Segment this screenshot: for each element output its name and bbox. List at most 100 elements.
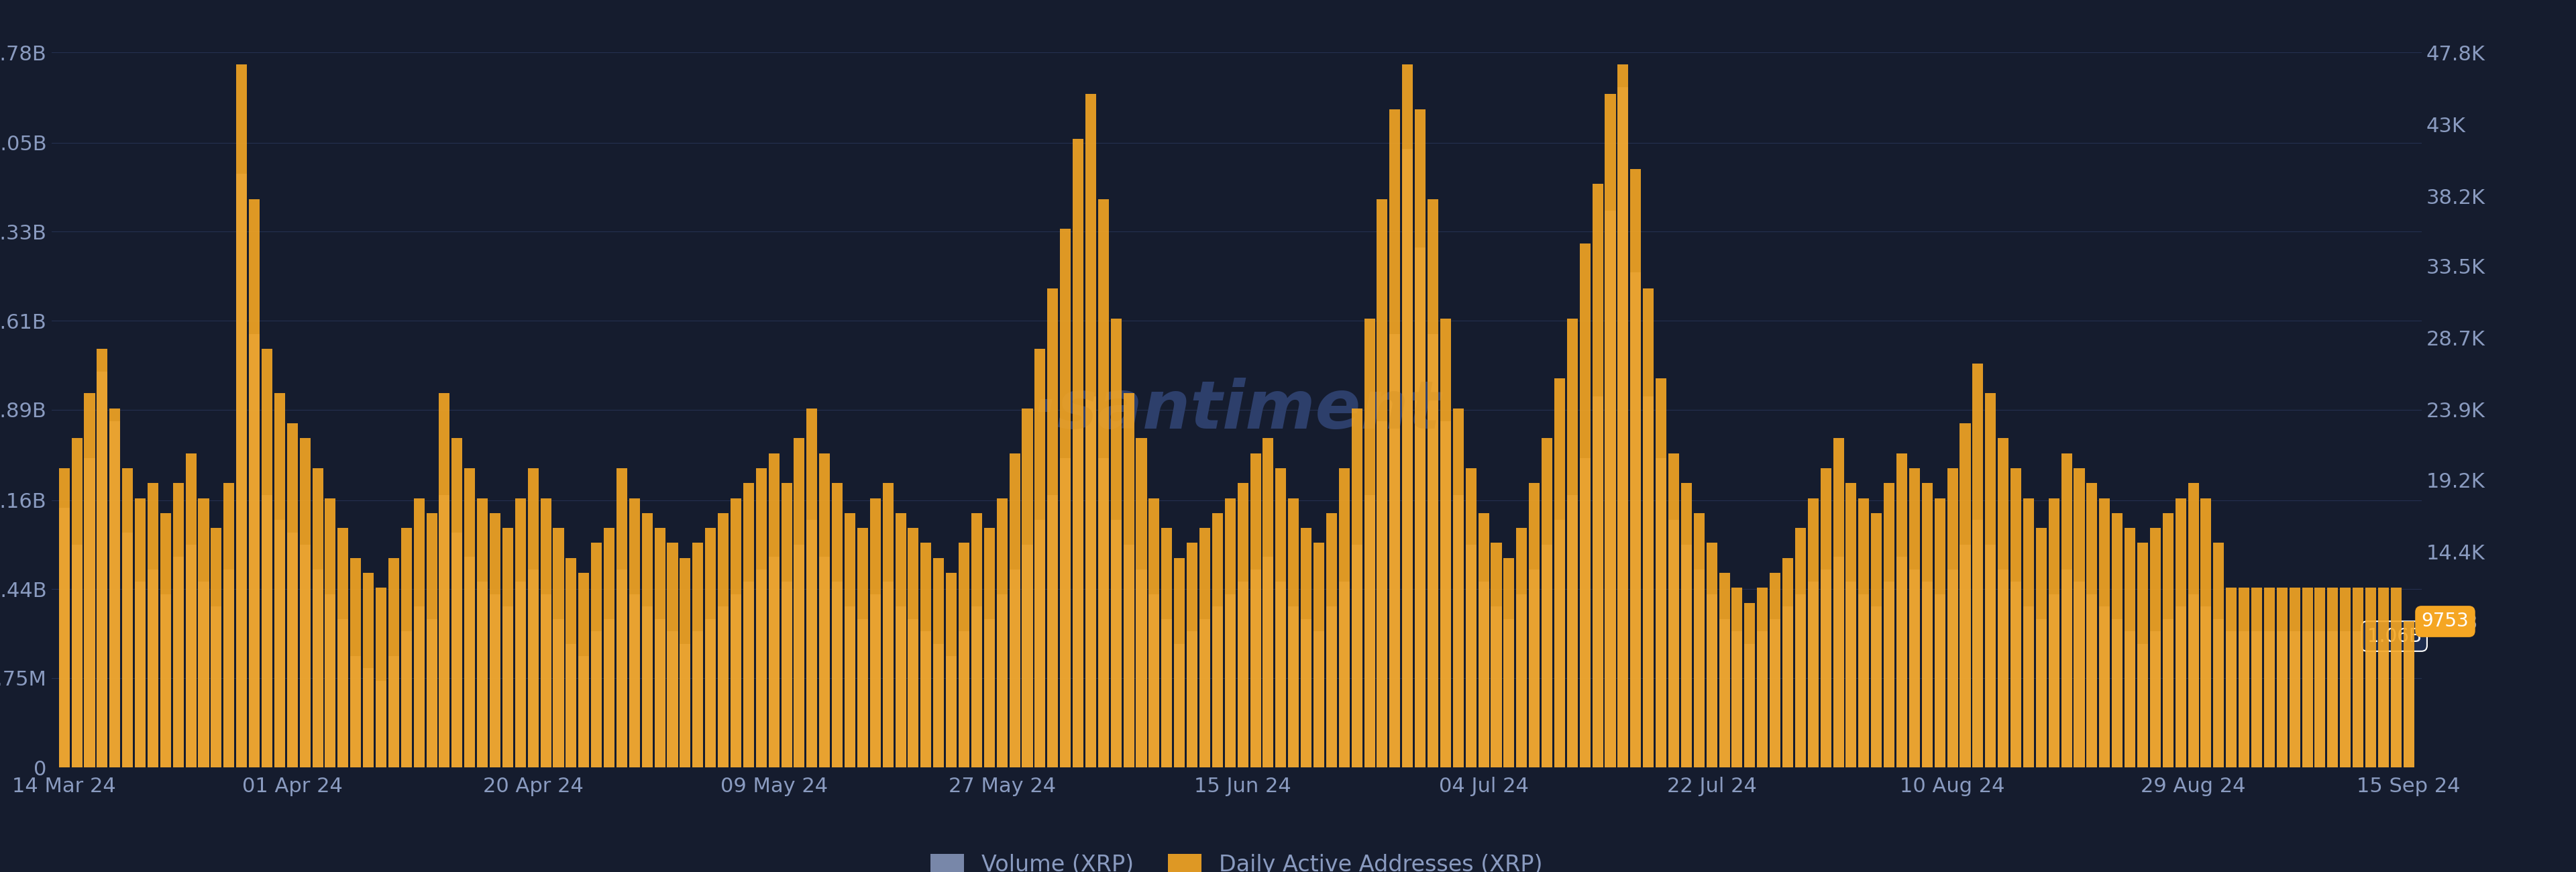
- Bar: [1922, 582, 1932, 767]
- Bar: [933, 644, 943, 767]
- Bar: [286, 532, 299, 767]
- Bar: [603, 619, 616, 767]
- Bar: [1188, 543, 1198, 767]
- Bar: [2074, 582, 2084, 767]
- Bar: [1059, 228, 1072, 767]
- Bar: [402, 631, 412, 767]
- Bar: [1352, 408, 1363, 767]
- Bar: [59, 468, 70, 767]
- Text: 9753: 9753: [2421, 612, 2468, 630]
- Bar: [1530, 483, 1540, 767]
- Bar: [2403, 637, 2414, 767]
- Bar: [1631, 273, 1641, 767]
- Bar: [641, 607, 652, 767]
- Bar: [2099, 498, 2110, 767]
- Bar: [1249, 569, 1260, 767]
- Bar: [451, 439, 464, 767]
- Bar: [2316, 588, 2326, 767]
- Bar: [1986, 393, 1996, 767]
- Bar: [1301, 528, 1311, 767]
- Bar: [1808, 582, 1819, 767]
- Bar: [1896, 453, 1906, 767]
- Bar: [755, 468, 768, 767]
- Bar: [884, 582, 894, 767]
- Bar: [211, 607, 222, 767]
- Bar: [1275, 582, 1285, 767]
- Bar: [997, 498, 1007, 767]
- Bar: [1883, 483, 1893, 767]
- Bar: [1656, 458, 1667, 767]
- Bar: [1579, 244, 1589, 767]
- Bar: [832, 582, 842, 767]
- Bar: [1440, 318, 1450, 767]
- Bar: [1947, 569, 1958, 767]
- Bar: [415, 498, 425, 767]
- Bar: [541, 498, 551, 767]
- Bar: [706, 619, 716, 767]
- Bar: [1757, 631, 1767, 767]
- Bar: [1149, 498, 1159, 767]
- Bar: [2035, 619, 2045, 767]
- Bar: [2339, 631, 2352, 767]
- Bar: [1605, 211, 1615, 767]
- Legend: Volume (XRP), Daily Active Addresses (XRP): Volume (XRP), Daily Active Addresses (XR…: [922, 845, 1551, 872]
- Bar: [2251, 631, 2262, 767]
- Bar: [907, 619, 920, 767]
- Bar: [198, 582, 209, 767]
- Bar: [1947, 468, 1958, 767]
- Bar: [198, 498, 209, 767]
- Bar: [2303, 588, 2313, 767]
- Bar: [1072, 421, 1084, 767]
- Bar: [1072, 139, 1084, 767]
- Bar: [72, 545, 82, 767]
- Bar: [1847, 582, 1857, 767]
- Bar: [1999, 439, 2009, 767]
- Bar: [1059, 458, 1072, 767]
- Bar: [2226, 588, 2236, 767]
- Bar: [1605, 94, 1615, 767]
- Bar: [1479, 582, 1489, 767]
- Bar: [1200, 528, 1211, 767]
- Bar: [1376, 199, 1388, 767]
- Bar: [2213, 543, 2223, 767]
- Bar: [312, 468, 322, 767]
- Bar: [858, 619, 868, 767]
- Bar: [1669, 520, 1680, 767]
- Bar: [111, 408, 121, 767]
- Bar: [2326, 631, 2339, 767]
- Bar: [2264, 588, 2275, 767]
- Bar: [376, 681, 386, 767]
- Bar: [211, 528, 222, 767]
- Bar: [1388, 334, 1401, 767]
- Bar: [1669, 453, 1680, 767]
- Bar: [1553, 378, 1566, 767]
- Bar: [680, 644, 690, 767]
- Bar: [477, 498, 487, 767]
- Bar: [1123, 545, 1133, 767]
- Bar: [121, 468, 134, 767]
- Bar: [1236, 582, 1249, 767]
- Bar: [1718, 573, 1731, 767]
- Bar: [1504, 619, 1515, 767]
- Bar: [654, 619, 665, 767]
- Bar: [1631, 169, 1641, 767]
- Bar: [541, 594, 551, 767]
- Bar: [1376, 421, 1388, 767]
- Bar: [693, 543, 703, 767]
- Bar: [1517, 528, 1528, 767]
- Bar: [121, 532, 134, 767]
- Bar: [147, 483, 157, 767]
- Bar: [1453, 408, 1463, 767]
- Bar: [567, 558, 577, 767]
- Bar: [72, 439, 82, 767]
- Bar: [1770, 573, 1780, 767]
- Bar: [1540, 545, 1553, 767]
- Bar: [250, 199, 260, 767]
- Bar: [2174, 607, 2187, 767]
- Bar: [871, 498, 881, 767]
- Bar: [1023, 408, 1033, 767]
- Bar: [363, 669, 374, 767]
- Bar: [2326, 588, 2339, 767]
- Bar: [173, 557, 183, 767]
- Bar: [2087, 594, 2097, 767]
